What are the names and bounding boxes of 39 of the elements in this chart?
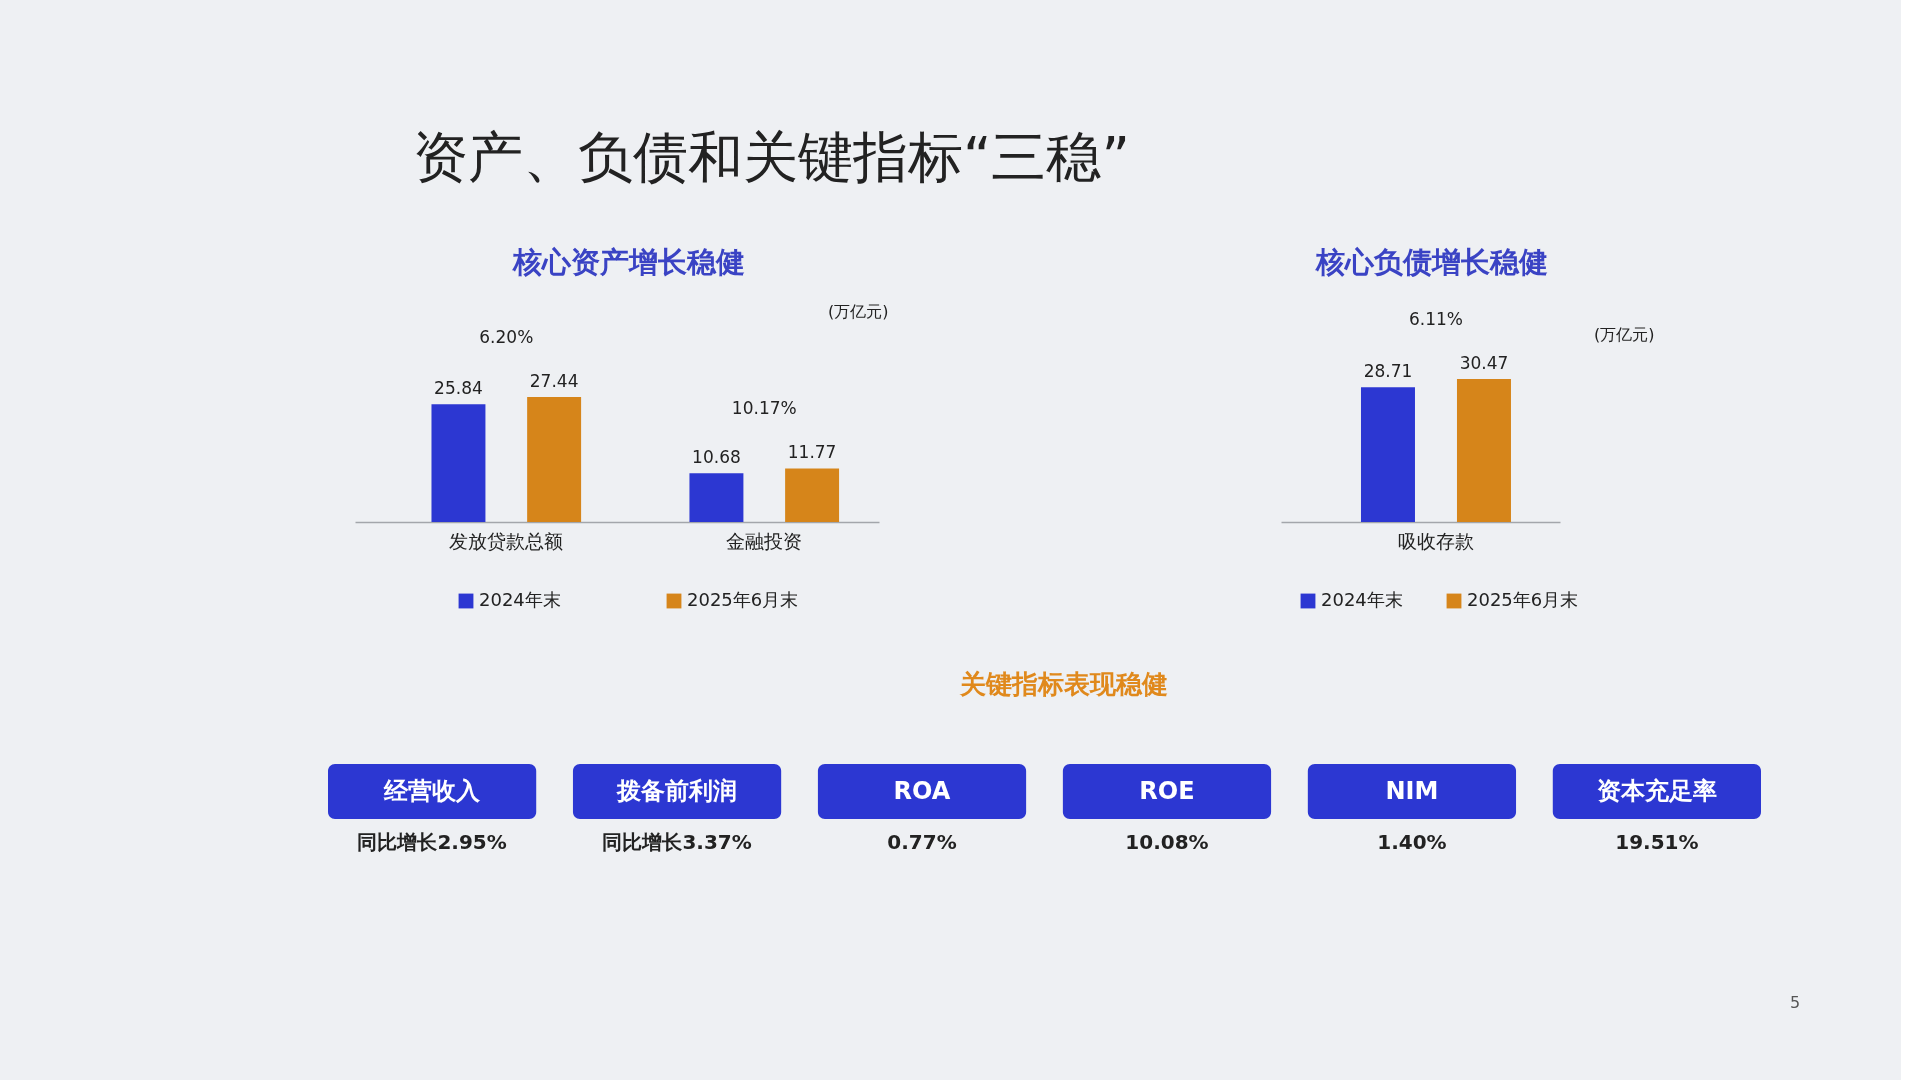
bar [689,473,744,522]
bar [431,404,486,522]
legend-label: 2025年6月末 [1467,589,1579,610]
category-label: NIM [1385,777,1439,805]
data-label: 28.71 [1363,361,1413,382]
x-tick-label: 发放贷款总额 [449,529,564,552]
text: 6.20% [479,327,534,347]
legend-label: 2024年末 [479,589,561,610]
y-axis-title: (万亿元) [1594,325,1655,344]
data-label: 27.44 [529,371,579,391]
category-label: ROA [893,777,951,805]
text: 同比增长2.95% [357,830,507,854]
text: 5 [1789,993,1801,1012]
bar [527,397,582,522]
data-label: 10.68 [692,447,741,468]
text: 10.08% [1125,830,1209,854]
bar [785,468,840,522]
annotation: 10.17% [731,398,797,419]
legend-label: 2024年末 [1321,589,1403,610]
data-label: 11.77 [787,442,837,463]
chart-title: 核心资产增长稳健 [511,245,745,279]
text: 关键指标表现稳健 [958,669,1168,699]
text: 0.77% [887,830,957,854]
data-label: 25.84 [434,378,483,399]
chart-title: 核心负债增长稳健 [1315,245,1548,279]
x-tick-label: 吸收存款 [1397,529,1474,552]
text: 同比增长3.37% [602,830,752,854]
text: 1.40% [1377,830,1447,854]
text: 6.11% [1408,309,1463,329]
y-axis-title: (万亿元) [828,302,889,321]
legend-label: 2025年6月末 [687,589,799,610]
data-label: 30.47 [1459,353,1509,373]
text: 19.51% [1615,830,1699,854]
category-label: 经营收入 [383,777,482,805]
category-label: 资本充足率 [1596,777,1717,805]
category-label: 拨备前利润 [616,777,738,805]
text: 资产、负债和关键指标“三稳” [413,125,1130,189]
category-label: ROE [1139,777,1195,805]
x-tick-label: 金融投资 [726,529,803,552]
